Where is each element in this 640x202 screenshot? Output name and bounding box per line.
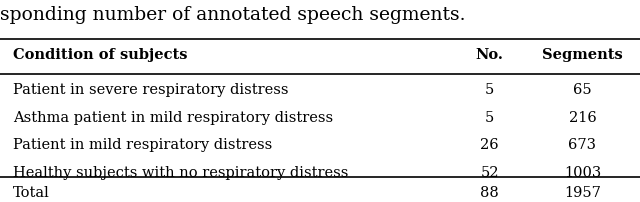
Text: 5: 5 xyxy=(485,82,494,96)
Text: Condition of subjects: Condition of subjects xyxy=(13,47,188,61)
Text: 1957: 1957 xyxy=(564,185,601,199)
Text: Healthy subjects with no respiratory distress: Healthy subjects with no respiratory dis… xyxy=(13,165,348,179)
Text: 5: 5 xyxy=(485,110,494,124)
Text: Asthma patient in mild respiratory distress: Asthma patient in mild respiratory distr… xyxy=(13,110,333,124)
Text: No.: No. xyxy=(476,47,504,61)
Text: Patient in mild respiratory distress: Patient in mild respiratory distress xyxy=(13,138,272,152)
Text: Patient in severe respiratory distress: Patient in severe respiratory distress xyxy=(13,82,288,96)
Text: 65: 65 xyxy=(573,82,592,96)
Text: 673: 673 xyxy=(568,138,596,152)
Text: 88: 88 xyxy=(480,185,499,199)
Text: Total: Total xyxy=(13,185,49,199)
Text: 216: 216 xyxy=(568,110,596,124)
Text: Segments: Segments xyxy=(542,47,623,61)
Text: 26: 26 xyxy=(480,138,499,152)
Text: 1003: 1003 xyxy=(564,165,601,179)
Text: sponding number of annotated speech segments.: sponding number of annotated speech segm… xyxy=(0,6,465,24)
Text: 52: 52 xyxy=(481,165,499,179)
